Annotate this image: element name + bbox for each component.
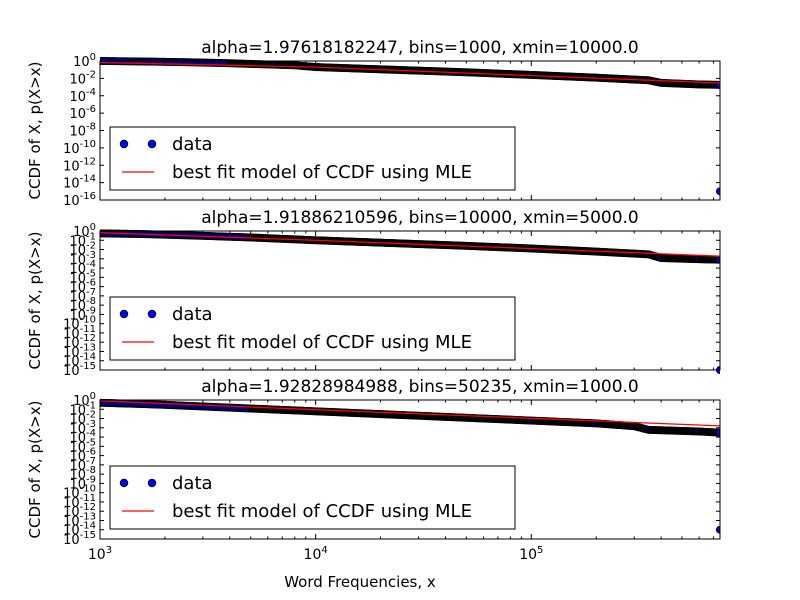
legend: data best fit model of CCDF using MLE (109, 126, 516, 191)
chart-title: alpha=1.97618182247, bins=1000, xmin=100… (201, 38, 639, 58)
x-axis-label: Word Frequencies, x (284, 573, 436, 591)
legend-box (109, 296, 516, 361)
y-tick-label: 10-3 (69, 250, 96, 268)
y-axis-label: CCDF of X, p(X>x) (26, 232, 44, 370)
x-ticks (99, 231, 715, 370)
y-tick-label: 10-4 (69, 428, 96, 446)
plot-frame (99, 399, 721, 540)
y-tick-label: 10-4 (69, 87, 96, 105)
y-tick-label: 10-11 (63, 324, 96, 342)
fit-line (100, 232, 720, 257)
y-tick-label: 10-5 (69, 268, 96, 286)
y-tick-label: 10-7 (69, 287, 96, 305)
x-tick-label: 104 (304, 545, 328, 563)
y-tick-label: 10-14 (63, 174, 96, 192)
y-tick-label: 10-2 (69, 241, 96, 259)
legend-label: data (172, 304, 213, 325)
y-ticks: 10010-110-210-310-410-510-610-710-810-91… (63, 391, 720, 548)
y-tick-label: 10-14 (63, 352, 96, 370)
chart-panel-1: alpha=1.97618182247, bins=1000, xmin=100… (26, 38, 721, 209)
y-tick-label: 10-8 (69, 465, 96, 483)
y-tick-label: 10-12 (63, 333, 96, 351)
y-tick-label: 10-12 (63, 156, 96, 174)
y-axis-label: CCDF of X, p(X>x) (26, 62, 44, 200)
y-tick-label: 10-8 (69, 122, 96, 140)
y-tick-label: 100 (73, 222, 96, 240)
plot-area (100, 57, 720, 196)
legend-label: data (172, 473, 213, 494)
y-tick-label: 10-13 (63, 511, 96, 529)
data-point (716, 428, 720, 437)
y-tick-label: 10-10 (63, 139, 96, 157)
y-tick-label: 10-1 (69, 231, 96, 249)
y-tick-label: 10-6 (69, 447, 96, 465)
chart-title: alpha=1.91886210596, bins=10000, xmin=50… (201, 208, 639, 228)
y-tick-label: 10-11 (63, 493, 96, 511)
y-tick-label: 10-2 (69, 410, 96, 428)
y-axis-label: CCDF of X, p(X>x) (26, 401, 44, 539)
x-ticks: 103 104 105 (88, 400, 715, 563)
fit-line (100, 61, 720, 84)
legend-marker (147, 139, 157, 149)
y-tick-label: 10-6 (69, 104, 96, 122)
legend-label: best fit model of CCDF using MLE (172, 332, 472, 353)
plot-area (100, 398, 720, 534)
y-tick-label: 10-9 (69, 305, 96, 323)
x-tick-label: 103 (88, 545, 112, 563)
legend-box (109, 126, 516, 191)
fit-line (100, 400, 720, 427)
legend-marker (147, 309, 157, 319)
y-tick-label: 10-8 (69, 296, 96, 314)
y-tick-label: 10-16 (63, 191, 96, 209)
plot-frame (99, 230, 721, 371)
legend-marker (119, 478, 129, 488)
legend-label: data (172, 134, 213, 155)
legend-label: best fit model of CCDF using MLE (172, 501, 472, 522)
legend-marker (119, 139, 129, 149)
y-tick-label: 10-10 (63, 315, 96, 333)
legend: data best fit model of CCDF using MLE (109, 465, 516, 530)
y-tick-label: 10-5 (69, 437, 96, 455)
legend: data best fit model of CCDF using MLE (109, 296, 516, 361)
x-tick-label: 105 (519, 545, 543, 563)
y-tick-label: 10-12 (63, 502, 96, 520)
y-tick-label: 10-7 (69, 456, 96, 474)
legend-marker (147, 478, 157, 488)
y-tick-label: 10-1 (69, 400, 96, 418)
chart-panel-3: alpha=1.92828984988, bins=50235, xmin=10… (26, 377, 721, 591)
y-tick-label: 100 (73, 391, 96, 409)
data-point (716, 255, 720, 264)
y-tick-label: 10-14 (63, 521, 96, 539)
y-tick-label: 10-3 (69, 419, 96, 437)
legend-marker (119, 309, 129, 319)
y-tick-label: 10-13 (63, 342, 96, 360)
chart-title: alpha=1.92828984988, bins=50235, xmin=10… (201, 377, 639, 397)
y-tick-label: 10-9 (69, 474, 96, 492)
x-ticks (99, 61, 715, 200)
chart-panel-2: alpha=1.91886210596, bins=10000, xmin=50… (26, 208, 721, 379)
y-tick-label: 100 (73, 52, 96, 70)
y-ticks: 10010-110-210-310-410-510-610-710-810-91… (63, 222, 720, 379)
y-tick-label: 10-2 (69, 69, 96, 87)
legend-box (109, 465, 516, 530)
y-tick-label: 10-10 (63, 484, 96, 502)
legend-label: best fit model of CCDF using MLE (172, 162, 472, 183)
data-point (716, 187, 720, 196)
y-tick-label: 10-15 (63, 361, 96, 379)
y-tick-label: 10-6 (69, 278, 96, 296)
y-tick-label: 10-15 (63, 530, 96, 548)
y-tick-label: 10-4 (69, 259, 96, 277)
